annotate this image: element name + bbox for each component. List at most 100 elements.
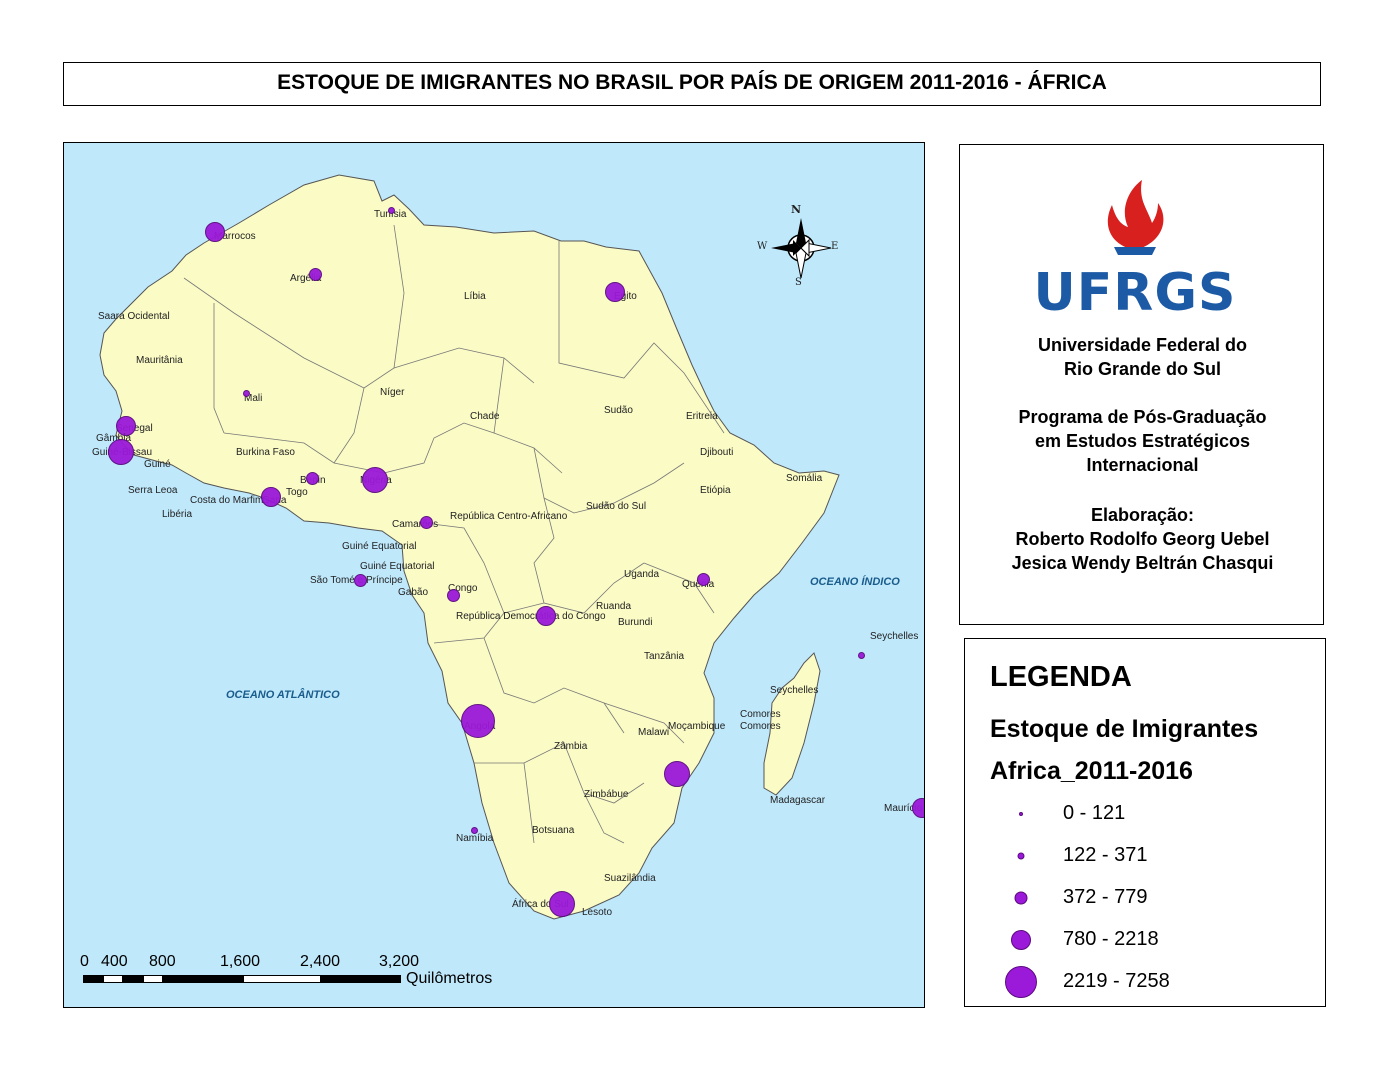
scale-segment [123,975,143,983]
country-label: Camarões [392,519,439,530]
country-label: Gâmbia [96,433,132,444]
scale-segment [83,975,103,983]
compass-rose [771,218,832,279]
country-label: Gabão [398,587,429,598]
country-label: Suazilândia [604,873,656,884]
country-label: Ruanda [596,601,632,612]
scale-segment [321,975,401,983]
immigrant-stock-symbol [461,704,495,738]
legend-title: LEGENDA [990,661,1132,693]
country-label: Comores [740,721,781,732]
scale-tick: 1,600 [220,953,261,970]
immigrant-stock-symbol [857,651,865,659]
immigrant-stock-symbol [261,487,281,507]
country-label: Somália [786,473,823,484]
institution-name-line1: Universidade Federal do [1037,335,1248,355]
country-label: Burkina Faso [236,447,295,458]
author-2: Jesica Wendy Beltrán Chasqui [1011,553,1274,573]
legend-class-label: 2219 - 7258 [1063,970,1170,992]
scale-tick: 0 [80,953,89,970]
country-label: Congo [448,583,478,594]
country-label: Chade [470,411,500,422]
country-label: Guiné [144,459,171,470]
legend-panel: LEGENDA Estoque de Imigrantes Africa_201… [964,638,1326,1007]
scale-tick: 800 [149,953,176,970]
immigrant-stock-symbol [419,515,433,529]
scale-bar: 0 400 800 1,600 2,400 3,200 Quilômetros [80,953,533,993]
immigrant-stock-symbol [605,282,625,302]
country-label: República Centro-Africano [450,511,568,522]
immigrant-stock-symbol [108,439,134,465]
map-title: ESTOQUE DE IMIGRANTES NO BRASIL POR PAÍS… [277,71,1107,94]
legend-class-label: 780 - 2218 [1063,928,1159,950]
ufrgs-logo: UFRGS [1030,175,1240,323]
legend-class-row: 2219 - 7258 [995,966,1295,998]
country-label: Seychelles [870,631,919,642]
country-label: Etiópia [700,485,731,496]
immigrant-stock-symbol [446,588,460,602]
country-label: Comores [740,709,781,720]
map-frame: N S E W OCEANO ATLÂNTICO OCEANO ÍNDICO 0… [63,142,925,1008]
country-label: Botsuana [532,825,575,836]
scale-tick: 3,200 [379,953,420,970]
immigrant-stock-symbol [242,389,250,397]
immigrant-stock-symbol [387,206,395,214]
compass-e: E [831,241,839,252]
africa-map [99,174,840,920]
compass-w: W [757,241,768,252]
country-label: Guiné Equatorial [342,541,417,552]
map-title-box: ESTOQUE DE IMIGRANTES NO BRASIL POR PAÍS… [63,62,1321,106]
country-label: Madagascar [770,795,826,806]
country-label: República Democrática do Congo [456,611,606,622]
compass-n: N [791,203,802,216]
institution-panel: UFRGS Universidade Federal do Rio Grande… [959,144,1324,625]
legend-symbol [1005,966,1037,998]
torch-flame-icon [1107,180,1164,255]
scale-segment [243,975,321,983]
ocean-atlantic-label: OCEANO ATLÂNTICO [226,689,340,701]
country-label: Burundi [618,617,653,628]
legend-class-row: 780 - 2218 [995,925,1295,955]
scale-tick: 2,400 [300,953,341,970]
author-1: Roberto Rodolfo Georg Uebel [1015,529,1270,549]
country-label: Togo [286,487,308,498]
immigrant-stock-symbol [536,606,556,626]
country-label: Mauritânia [136,355,183,366]
scale-segment [143,975,163,983]
legend-subtitle: Estoque de Imigrantes [990,715,1259,743]
country-label: Mali [244,393,263,404]
compass-s: S [795,277,802,288]
country-label: Lesoto [582,907,613,918]
country-label: Eritreia [686,411,718,422]
scale-segment [163,975,243,983]
country-label: Djibouti [700,447,734,458]
immigrant-stock-symbol [205,222,225,242]
country-borders [183,224,725,844]
country-label: África do Sul [512,899,569,910]
immigrant-stock-symbol [308,267,322,281]
country-label: Uganda [624,569,660,580]
country-label: Serra Leoa [128,485,178,496]
country-label: Moçambique [668,721,726,732]
legend-symbol [1014,891,1028,905]
legend-class-row: 122 - 371 [995,841,1295,871]
legend-layer: Africa_2011-2016 [990,757,1193,785]
country-label: Líbia [464,291,486,302]
country-label: Tanzânia [644,651,685,662]
country-label: Zâmbia [554,741,588,752]
credit-heading: Elaboração: [1090,505,1195,525]
country-label: Sudão do Sul [586,501,647,512]
madagascar-island [763,652,821,796]
country-label: Tunísia [374,209,407,220]
immigrant-stock-symbol [353,573,367,587]
scale-unit: Quilômetros [406,970,493,987]
immigrant-stock-symbol [549,891,575,917]
legend-symbol [1017,852,1025,860]
country-label: Libéria [162,509,193,520]
country-label: Maurício [884,803,923,814]
africa-landmass [99,174,840,920]
country-label: Malawi [638,727,670,738]
country-label: Costa do Marfim [190,495,264,506]
legend-class-row: 0 - 121 [995,799,1295,829]
country-label: Níger [380,387,405,398]
